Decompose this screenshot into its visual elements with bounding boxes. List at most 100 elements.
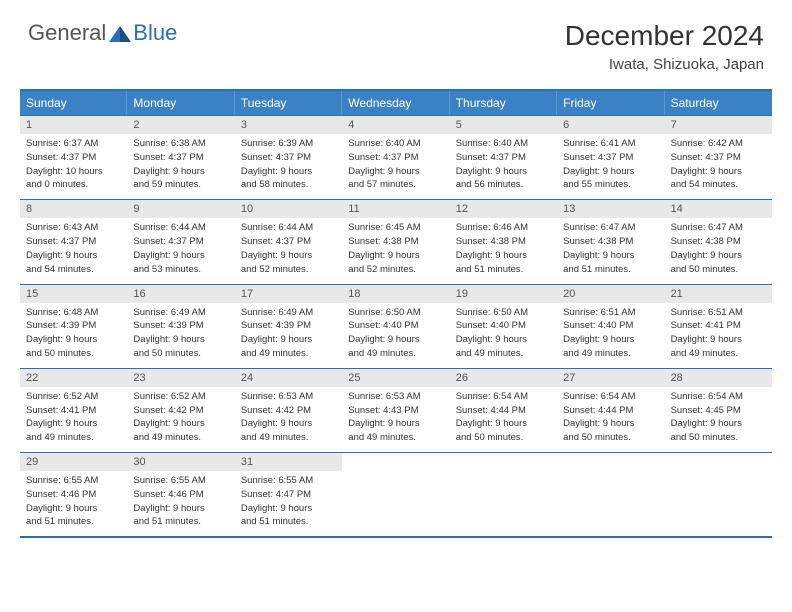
day-number: 17	[235, 285, 342, 303]
day-line: Sunset: 4:46 PM	[133, 489, 228, 502]
day-number: 21	[665, 285, 772, 303]
day-cell: 11 Sunrise: 6:45 AMSunset: 4:38 PMDayligh…	[342, 200, 449, 283]
day-number: 27	[557, 369, 664, 387]
day-cell: 6Sunrise: 6:41 AMSunset: 4:37 PMDaylight…	[557, 116, 664, 199]
day-line: and 50 minutes.	[456, 432, 551, 445]
day-line: Sunrise: 6:54 AM	[671, 391, 766, 404]
day-cell: 20Sunrise: 6:51 AMSunset: 4:40 PMDayligh…	[557, 285, 664, 368]
day-line: and 51 minutes.	[26, 516, 121, 529]
day-number: 11	[342, 200, 449, 218]
day-number: 6	[557, 116, 664, 134]
day-body: Sunrise: 6:44 AMSunset: 4:37 PMDaylight:…	[127, 218, 234, 283]
logo-text-1: General	[28, 20, 106, 46]
title-block: December 2024 Iwata, Shizuoka, Japan	[565, 20, 764, 73]
weekday-header: Wednesday	[342, 91, 449, 115]
day-line: Daylight: 9 hours	[26, 250, 121, 263]
calendar-grid: SundayMondayTuesdayWednesdayThursdayFrid…	[20, 89, 772, 538]
day-line: Daylight: 9 hours	[241, 334, 336, 347]
day-line: Daylight: 9 hours	[348, 418, 443, 431]
day-number: 28	[665, 369, 772, 387]
day-line: Daylight: 9 hours	[348, 166, 443, 179]
weekday-header: Tuesday	[235, 91, 342, 115]
day-line: Sunrise: 6:53 AM	[348, 391, 443, 404]
day-line: Sunset: 4:46 PM	[26, 489, 121, 502]
day-line: Sunrise: 6:48 AM	[26, 307, 121, 320]
day-line: and 49 minutes.	[241, 348, 336, 361]
day-body: Sunrise: 6:51 AMSunset: 4:40 PMDaylight:…	[557, 303, 664, 368]
week-row: 29Sunrise: 6:55 AMSunset: 4:46 PMDayligh…	[20, 452, 772, 536]
day-cell: 7Sunrise: 6:42 AMSunset: 4:37 PMDaylight…	[665, 116, 772, 199]
day-line: Sunset: 4:38 PM	[671, 236, 766, 249]
day-cell: 12Sunrise: 6:46 AMSunset: 4:38 PMDayligh…	[450, 200, 557, 283]
day-line: Sunrise: 6:50 AM	[456, 307, 551, 320]
day-body: Sunrise: 6:48 AMSunset: 4:39 PMDaylight:…	[20, 303, 127, 368]
day-line: Sunset: 4:37 PM	[241, 236, 336, 249]
day-line: and 56 minutes.	[456, 179, 551, 192]
day-line: Sunset: 4:38 PM	[348, 236, 443, 249]
day-line: Sunrise: 6:45 AM	[348, 222, 443, 235]
day-number: 2	[127, 116, 234, 134]
day-number: 31	[235, 453, 342, 471]
day-body: Sunrise: 6:47 AMSunset: 4:38 PMDaylight:…	[557, 218, 664, 283]
day-body: Sunrise: 6:46 AMSunset: 4:38 PMDaylight:…	[450, 218, 557, 283]
day-cell: 15Sunrise: 6:48 AMSunset: 4:39 PMDayligh…	[20, 285, 127, 368]
day-line: Sunrise: 6:37 AM	[26, 138, 121, 151]
day-line: and 51 minutes.	[456, 264, 551, 277]
day-line: and 58 minutes.	[241, 179, 336, 192]
week-row: 1Sunrise: 6:37 AMSunset: 4:37 PMDaylight…	[20, 115, 772, 199]
logo-text-2: Blue	[133, 20, 177, 46]
day-line: Daylight: 9 hours	[133, 418, 228, 431]
day-line: Daylight: 9 hours	[671, 334, 766, 347]
day-line: Sunset: 4:44 PM	[456, 405, 551, 418]
day-line: Sunset: 4:37 PM	[26, 236, 121, 249]
day-line: Sunrise: 6:54 AM	[456, 391, 551, 404]
day-line: and 50 minutes.	[563, 432, 658, 445]
day-line: Sunset: 4:38 PM	[456, 236, 551, 249]
day-line: Sunset: 4:41 PM	[26, 405, 121, 418]
day-body: Sunrise: 6:49 AMSunset: 4:39 PMDaylight:…	[127, 303, 234, 368]
day-line: and 49 minutes.	[671, 348, 766, 361]
day-line: Sunrise: 6:43 AM	[26, 222, 121, 235]
day-line: and 57 minutes.	[348, 179, 443, 192]
day-line: Sunset: 4:37 PM	[563, 152, 658, 165]
day-line: Daylight: 9 hours	[563, 166, 658, 179]
day-body: Sunrise: 6:37 AMSunset: 4:37 PMDaylight:…	[20, 134, 127, 199]
day-line: Sunset: 4:37 PM	[26, 152, 121, 165]
day-line: Sunrise: 6:38 AM	[133, 138, 228, 151]
day-line: Sunset: 4:40 PM	[348, 320, 443, 333]
day-cell: 23Sunrise: 6:52 AMSunset: 4:42 PMDayligh…	[127, 369, 234, 452]
day-line: Daylight: 9 hours	[348, 250, 443, 263]
day-number: 30	[127, 453, 234, 471]
day-body: Sunrise: 6:42 AMSunset: 4:37 PMDaylight:…	[665, 134, 772, 199]
weekday-header-row: SundayMondayTuesdayWednesdayThursdayFrid…	[20, 91, 772, 115]
day-line: Daylight: 9 hours	[133, 334, 228, 347]
day-line: and 49 minutes.	[563, 348, 658, 361]
day-line: and 53 minutes.	[133, 264, 228, 277]
day-cell: 10Sunrise: 6:44 AMSunset: 4:37 PMDayligh…	[235, 200, 342, 283]
day-line: Sunrise: 6:55 AM	[26, 475, 121, 488]
weekday-header: Sunday	[20, 91, 127, 115]
day-line: Daylight: 9 hours	[133, 250, 228, 263]
day-line: Sunrise: 6:47 AM	[563, 222, 658, 235]
day-cell: 5Sunrise: 6:40 AMSunset: 4:37 PMDaylight…	[450, 116, 557, 199]
day-line: Sunset: 4:42 PM	[241, 405, 336, 418]
day-body: Sunrise: 6:53 AMSunset: 4:42 PMDaylight:…	[235, 387, 342, 452]
day-line: and 51 minutes.	[563, 264, 658, 277]
day-line: Sunrise: 6:55 AM	[241, 475, 336, 488]
day-number: 9	[127, 200, 234, 218]
day-line: and 49 minutes.	[26, 432, 121, 445]
day-line: Daylight: 9 hours	[241, 166, 336, 179]
day-body: Sunrise: 6:50 AMSunset: 4:40 PMDaylight:…	[342, 303, 449, 368]
day-line: Daylight: 9 hours	[456, 418, 551, 431]
day-body: Sunrise: 6:52 AMSunset: 4:42 PMDaylight:…	[127, 387, 234, 452]
day-number: 13	[557, 200, 664, 218]
day-line: Sunrise: 6:47 AM	[671, 222, 766, 235]
day-body: Sunrise: 6:51 AMSunset: 4:41 PMDaylight:…	[665, 303, 772, 368]
day-body: Sunrise: 6:54 AMSunset: 4:44 PMDaylight:…	[450, 387, 557, 452]
day-line: Daylight: 9 hours	[241, 503, 336, 516]
day-line: Sunrise: 6:40 AM	[348, 138, 443, 151]
day-line: and 50 minutes.	[671, 432, 766, 445]
day-line: Daylight: 9 hours	[456, 250, 551, 263]
day-number: 22	[20, 369, 127, 387]
day-body: Sunrise: 6:52 AMSunset: 4:41 PMDaylight:…	[20, 387, 127, 452]
